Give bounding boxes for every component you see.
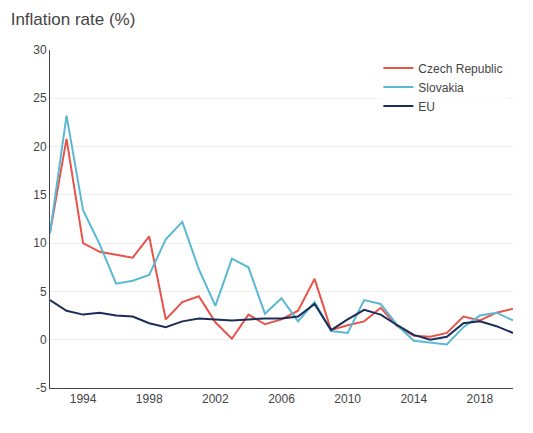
svg-text:2010: 2010 xyxy=(334,392,361,406)
svg-text:2006: 2006 xyxy=(268,392,295,406)
svg-text:1998: 1998 xyxy=(136,392,163,406)
svg-text:2018: 2018 xyxy=(467,392,494,406)
svg-text:2014: 2014 xyxy=(400,392,427,406)
svg-text:Inflation rate (%): Inflation rate (%) xyxy=(11,10,136,29)
svg-text:Czech Republic: Czech Republic xyxy=(418,62,502,76)
svg-text:2002: 2002 xyxy=(202,392,229,406)
svg-text:1994: 1994 xyxy=(70,392,97,406)
svg-text:-5: -5 xyxy=(36,381,47,395)
svg-text:5: 5 xyxy=(40,285,47,299)
svg-text:15: 15 xyxy=(33,188,47,202)
svg-text:10: 10 xyxy=(33,236,47,250)
svg-text:20: 20 xyxy=(33,140,47,154)
svg-text:25: 25 xyxy=(33,91,47,105)
svg-text:0: 0 xyxy=(40,333,47,347)
svg-text:Slovakia: Slovakia xyxy=(418,81,464,95)
svg-text:30: 30 xyxy=(33,43,47,57)
svg-text:EU: EU xyxy=(418,100,435,114)
